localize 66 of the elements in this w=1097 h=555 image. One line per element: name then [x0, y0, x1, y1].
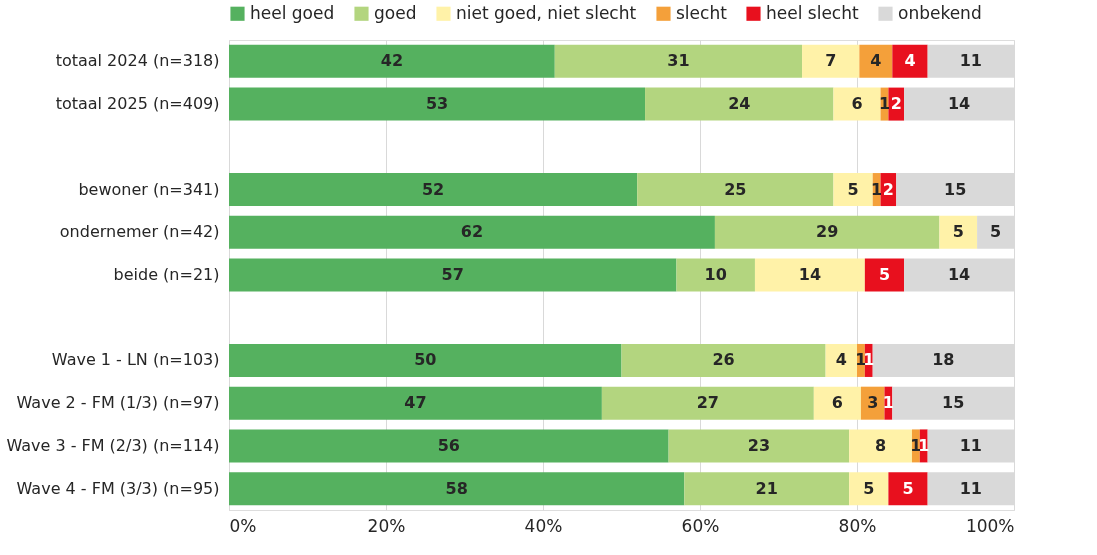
x-tick-label: 20%: [367, 515, 406, 536]
data-label: 4: [904, 51, 916, 71]
data-label: 5: [952, 222, 964, 242]
data-label: 62: [460, 222, 484, 242]
legend-label: niet goed, niet slecht: [456, 2, 637, 23]
y-tick-label: totaal 2025 (n=409): [55, 94, 220, 114]
data-label: 5: [863, 478, 875, 498]
data-label: 14: [947, 94, 971, 114]
x-tick-label: 100%: [965, 515, 1015, 536]
data-label: 14: [947, 265, 971, 284]
data-label: 53: [425, 94, 449, 114]
y-tick-label: beide (n=21): [113, 265, 220, 284]
data-label: 24: [728, 94, 751, 114]
y-tick-label: Wave 3 - FM (2/3) (n=114): [6, 435, 220, 455]
data-label: 5: [847, 179, 859, 199]
data-label: 14: [798, 265, 822, 284]
y-tick-label: bewoner (n=341): [78, 179, 220, 199]
y-tick-label: ondernemer (n=42): [59, 222, 220, 242]
y-tick-label: totaal 2024 (n=318): [55, 51, 220, 71]
data-label: 23: [747, 435, 771, 455]
legend-label: goed: [374, 2, 417, 23]
x-tick-label: 0%: [229, 515, 257, 536]
data-label: 1: [871, 179, 883, 199]
data-label: 2: [882, 179, 894, 199]
data-label: 11: [959, 51, 982, 71]
data-label: 8: [874, 435, 887, 455]
data-label: 6: [851, 94, 863, 114]
data-label: 5: [878, 265, 891, 284]
data-label: 25: [724, 179, 747, 199]
legend-label: onbekend: [898, 2, 982, 23]
data-label: 56: [437, 435, 460, 455]
data-label: 7: [825, 51, 837, 71]
data-label: 42: [380, 51, 404, 71]
data-label: 5: [989, 222, 1002, 242]
x-tick-label: 60%: [681, 515, 720, 536]
data-label: 10: [704, 265, 727, 284]
y-tick-label: Wave 1 - LN (n=103): [51, 350, 220, 370]
data-label: 21: [755, 478, 778, 498]
data-label: 50: [414, 350, 437, 370]
data-label: 4: [835, 350, 847, 370]
data-label: 52: [421, 179, 445, 199]
legend-label: heel slecht: [766, 2, 859, 23]
x-tick-label: 80%: [838, 515, 877, 536]
data-label: 15: [943, 179, 967, 199]
y-tick-label: Wave 4 - FM (3/3) (n=95): [16, 478, 220, 498]
legend-label: heel goed: [250, 2, 335, 23]
data-label: 29: [816, 222, 839, 242]
x-tick-label: 40%: [524, 515, 563, 536]
data-label: 31: [667, 51, 690, 71]
data-label: 57: [441, 265, 464, 284]
data-label: 1: [878, 94, 891, 114]
y-tick-label: Wave 2 - FM (1/3) (n=97): [16, 393, 220, 413]
data-label: 3: [867, 393, 879, 413]
data-label: 27: [696, 393, 719, 413]
data-label: 2: [890, 94, 902, 114]
data-label: 18: [932, 350, 955, 370]
data-label: 4: [870, 51, 882, 71]
data-label: 47: [404, 393, 427, 413]
data-label: 6: [831, 393, 843, 413]
data-label: 58: [445, 478, 468, 498]
data-label: 11: [959, 478, 982, 498]
data-label: 11: [959, 435, 982, 455]
data-label: 26: [712, 350, 735, 370]
legend-label: slecht: [676, 2, 728, 23]
data-label: 15: [942, 393, 965, 413]
data-label: 5: [902, 478, 914, 498]
